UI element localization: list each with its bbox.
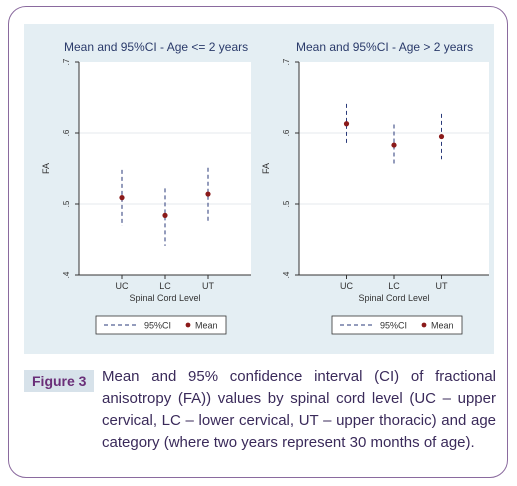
x-tick-label: LC xyxy=(388,281,400,291)
mean-point xyxy=(205,191,211,197)
y-tick-label: .6 xyxy=(62,129,71,136)
y-axis-label: FA xyxy=(261,163,271,174)
mean-point xyxy=(119,195,125,201)
legend-box xyxy=(95,315,227,335)
x-tick-label: UT xyxy=(436,281,448,291)
y-tick-label: .7 xyxy=(62,58,71,65)
chart-panel-1: Mean and 95%CI - Age <= 2 years .4 .5 .6 .7 F… xyxy=(41,40,251,335)
x-axis-label: Spinal Cord Level xyxy=(129,293,200,303)
legend-box xyxy=(331,315,463,335)
y-tick-label: .5 xyxy=(282,200,291,207)
figure-label: Figure 3 xyxy=(24,370,95,392)
y-axis-label: FA xyxy=(41,163,51,174)
x-tick-label: UT xyxy=(202,281,214,291)
y-tick-label: .5 xyxy=(62,200,71,207)
chart-title: Mean and 95%CI - Age <= 2 years xyxy=(64,40,248,54)
figure-charts: Mean and 95%CI - Age <= 2 years .4 .5 .6 .7 F… xyxy=(41,40,489,335)
legend-ci-label: 95%CI xyxy=(380,321,407,331)
chart-panel-2: Mean and 95%CI - Age > 2 years .4 .5 .6 .7 FA… xyxy=(261,40,489,335)
mean-point xyxy=(438,133,445,140)
x-tick-label: LC xyxy=(159,281,171,291)
y-tick-label: .7 xyxy=(282,58,291,65)
x-axis-label: Spinal Cord Level xyxy=(358,293,429,303)
plot-area xyxy=(299,62,489,275)
plot-area xyxy=(79,62,251,275)
legend-mean-swatch xyxy=(421,322,427,328)
mean-point xyxy=(162,212,168,218)
x-tick-label: UC xyxy=(340,281,353,291)
y-tick-label: .4 xyxy=(282,271,291,278)
y-tick-label: .4 xyxy=(62,271,71,278)
legend-mean-label: Mean xyxy=(195,321,218,331)
legend-mean-swatch xyxy=(185,322,191,328)
mean-point xyxy=(391,142,397,148)
x-tick-label: UC xyxy=(116,281,129,291)
caption-text: Mean and 95% confidence interval (CI) of… xyxy=(102,368,496,451)
chart-title: Mean and 95%CI - Age > 2 years xyxy=(296,40,473,54)
y-tick-label: .6 xyxy=(282,129,291,136)
mean-point xyxy=(343,121,350,127)
legend-mean-label: Mean xyxy=(431,321,454,331)
legend-ci-label: 95%CI xyxy=(144,321,171,331)
